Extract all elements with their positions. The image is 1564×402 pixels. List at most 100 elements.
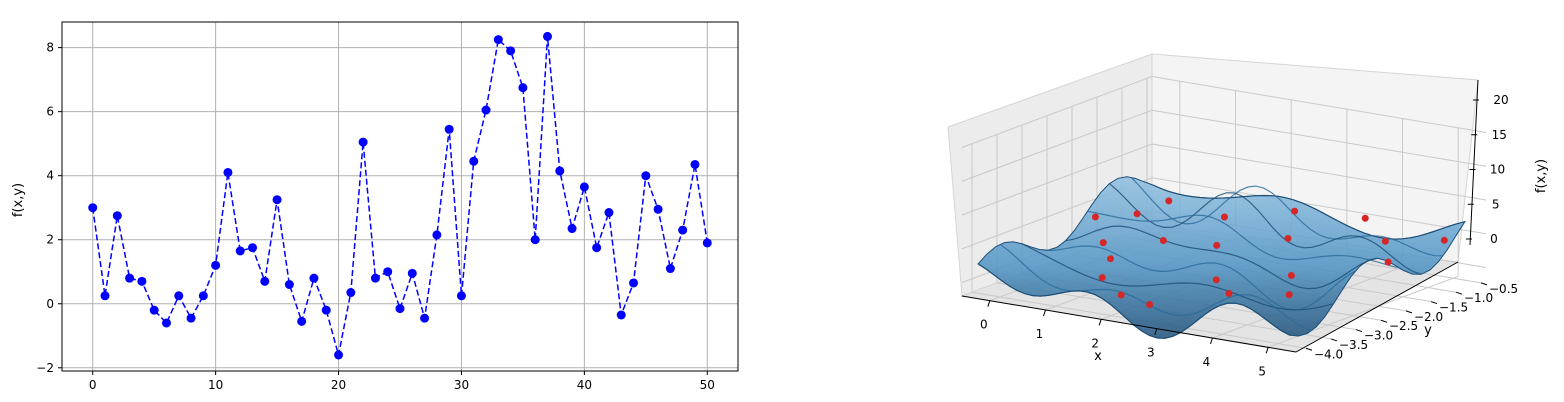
z-axis-label-3d: f(x,y) bbox=[1534, 159, 1549, 193]
scatter-point-3d bbox=[1287, 272, 1295, 280]
data-point bbox=[641, 171, 651, 181]
scatter-point-3d bbox=[1225, 289, 1233, 297]
surface-ridge bbox=[1109, 183, 1422, 275]
data-point bbox=[309, 273, 319, 283]
data-point bbox=[629, 278, 639, 288]
x-tick-label: 50 bbox=[700, 378, 715, 392]
grid bbox=[62, 22, 738, 371]
plot-frame bbox=[61, 21, 739, 372]
data-point bbox=[137, 276, 147, 286]
data-point bbox=[186, 313, 196, 323]
surface-ridge bbox=[999, 243, 1312, 332]
grid-line-back-z bbox=[1151, 143, 1487, 201]
x-axis: 0 10 20 30 40 50 bbox=[89, 371, 715, 392]
z-tick-label-3d: 15 bbox=[1492, 128, 1507, 142]
scatter-point-3d bbox=[1099, 239, 1107, 247]
scatter-point-3d bbox=[1117, 291, 1125, 299]
data-point bbox=[223, 167, 233, 177]
data-point bbox=[321, 305, 331, 315]
z-tick-label-3d: 5 bbox=[1492, 197, 1500, 211]
surface-ridge bbox=[1152, 184, 1466, 240]
data-point bbox=[555, 166, 565, 176]
data-point bbox=[678, 225, 688, 235]
y-tick-label-3d: −1.5 bbox=[1439, 301, 1468, 315]
y-tick-mark-3d bbox=[1405, 310, 1413, 314]
z-tick-label-3d: 10 bbox=[1490, 163, 1505, 177]
data-point bbox=[481, 105, 491, 115]
data-point bbox=[579, 182, 589, 192]
x-tick-mark-3d bbox=[1098, 319, 1102, 326]
surface-ridge bbox=[1043, 245, 1356, 311]
y-tick-mark-3d bbox=[1355, 329, 1363, 333]
grid-line-left-z bbox=[961, 143, 1153, 216]
x-tick-label: 40 bbox=[577, 378, 592, 392]
y-tick-label-3d: −4.0 bbox=[1314, 347, 1343, 361]
data-point bbox=[149, 305, 159, 315]
x-tick-mark-3d bbox=[1210, 337, 1213, 345]
data-point bbox=[616, 310, 626, 320]
scatter-point-3d bbox=[1213, 241, 1221, 249]
scatter-point-3d bbox=[1285, 291, 1293, 299]
scatter-point-3d bbox=[1381, 237, 1389, 245]
scatter-points-3d bbox=[1091, 197, 1448, 308]
y-axis: −2 0 2 4 6 8 bbox=[36, 41, 62, 375]
line-chart: 0 10 20 30 40 50 −2 0 2 4 6 8 f(x,y) bbox=[11, 21, 739, 392]
x-axis-label-3d: x bbox=[1094, 349, 1102, 364]
scatter-point-3d bbox=[1146, 300, 1154, 308]
data-point bbox=[456, 291, 466, 301]
scatter-point-3d bbox=[1440, 236, 1448, 244]
x-axis-3d: 0 1 2 3 4 5 bbox=[980, 300, 1269, 378]
data-point bbox=[174, 291, 184, 301]
data-point bbox=[211, 260, 221, 270]
surface-ridge bbox=[1065, 225, 1378, 290]
y-tick-mark-3d bbox=[1455, 291, 1463, 295]
data-point bbox=[248, 243, 258, 253]
series-points bbox=[88, 31, 712, 360]
data-point bbox=[297, 316, 307, 326]
data-point bbox=[665, 264, 675, 274]
y-axis-label-3d: y bbox=[1424, 323, 1432, 338]
data-point bbox=[592, 243, 602, 253]
y-tick-label-3d: −2.5 bbox=[1389, 319, 1418, 333]
y-tick-label-3d: −3.5 bbox=[1339, 338, 1368, 352]
data-point bbox=[653, 204, 663, 214]
data-point bbox=[235, 246, 245, 256]
data-point bbox=[506, 46, 516, 56]
scatter-point-3d bbox=[1098, 274, 1106, 282]
scatter-point-3d bbox=[1165, 197, 1173, 205]
data-point bbox=[690, 159, 700, 169]
scatter-point-3d bbox=[1133, 210, 1141, 218]
x-tick-mark-3d bbox=[1043, 309, 1046, 317]
data-point bbox=[407, 268, 417, 278]
y-tick-mark-3d bbox=[1305, 347, 1313, 351]
data-point bbox=[469, 156, 479, 166]
data-point bbox=[383, 267, 393, 277]
y-axis-label: f(x,y) bbox=[11, 183, 26, 217]
y-tick-label: 0 bbox=[46, 297, 54, 311]
data-point bbox=[334, 350, 344, 360]
x-axis-line-3d bbox=[961, 295, 1297, 353]
scatter-point-3d bbox=[1091, 213, 1099, 221]
surface-ridge bbox=[1021, 243, 1334, 311]
z-tick-label-3d: 20 bbox=[1493, 93, 1508, 107]
data-point bbox=[272, 195, 282, 205]
y-tick-label-3d: −1.0 bbox=[1464, 291, 1493, 305]
x-tick-mark-3d bbox=[1154, 328, 1158, 335]
data-point bbox=[198, 291, 208, 301]
data-point bbox=[530, 235, 540, 245]
data-point bbox=[125, 273, 135, 283]
surface-ridge bbox=[1087, 210, 1400, 269]
y-tick-label: 8 bbox=[46, 41, 54, 55]
x-tick-mark-3d bbox=[987, 300, 991, 307]
data-point bbox=[518, 83, 528, 93]
y-tick-mark-3d bbox=[1380, 319, 1388, 323]
scatter-point-3d bbox=[1361, 214, 1369, 222]
data-point bbox=[100, 291, 110, 301]
data-point bbox=[260, 276, 270, 286]
grid-line-back-z bbox=[1151, 109, 1487, 167]
y-tick-label: 2 bbox=[46, 233, 54, 247]
x-tick-label-3d: 2 bbox=[1091, 336, 1099, 350]
x-tick-label-3d: 4 bbox=[1203, 355, 1211, 369]
